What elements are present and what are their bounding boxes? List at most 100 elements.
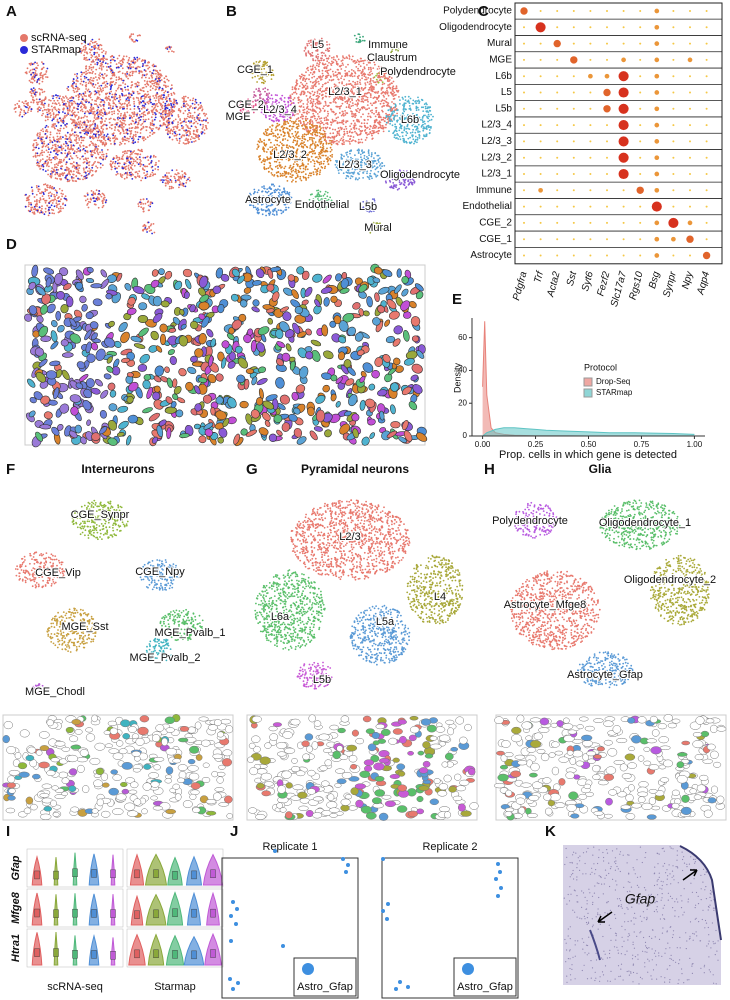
cell-point: [310, 44, 313, 47]
cell-point: [286, 120, 289, 123]
cell-point: [41, 114, 43, 117]
cell-point: [203, 129, 206, 131]
cell-point: [387, 115, 390, 118]
cell-point: [374, 81, 377, 84]
cell-point: [82, 116, 85, 119]
cell-point: [41, 109, 44, 112]
cell-point: [100, 84, 103, 87]
cell-point: [360, 93, 362, 96]
cell-point: [54, 106, 56, 109]
cell-point: [74, 102, 77, 105]
cell-point: [422, 114, 425, 117]
cell-point: [323, 67, 326, 70]
cell-point: [145, 109, 148, 112]
cell-point: [362, 35, 364, 38]
cell-point: [417, 130, 419, 132]
cell-point: [407, 99, 410, 102]
cell-point: [425, 125, 428, 128]
cell-point: [317, 115, 320, 118]
cell-point: [24, 71, 27, 74]
cell-point: [125, 98, 128, 100]
cell-point: [391, 111, 394, 113]
cell-point: [320, 59, 323, 62]
cell-point: [403, 141, 406, 143]
cell-point: [273, 144, 276, 147]
cell-point: [256, 143, 259, 146]
cell-point: [78, 123, 81, 126]
cell-point: [370, 82, 372, 85]
cell-point: [119, 114, 122, 117]
cell-point: [41, 91, 44, 94]
cell-point: [300, 75, 303, 78]
cell-point: [303, 128, 306, 131]
cell-point: [303, 92, 306, 95]
cell-point: [111, 113, 113, 116]
cell-point: [315, 81, 318, 84]
cell-point: [101, 58, 104, 61]
cell-point: [129, 104, 131, 107]
cell-point: [369, 77, 372, 80]
cell-point: [323, 193, 326, 196]
cell-point: [342, 114, 345, 117]
cell-point: [132, 66, 135, 68]
cell-point: [103, 101, 106, 104]
cell-point: [324, 190, 327, 193]
cell-point: [421, 124, 423, 127]
cell-point: [326, 71, 329, 74]
cell-point: [383, 96, 385, 98]
cell-point: [421, 117, 424, 119]
cell-point: [303, 135, 306, 138]
cell-point: [90, 66, 93, 69]
cell-point: [294, 86, 296, 89]
cell-point: [43, 106, 45, 108]
cell-point: [158, 75, 161, 78]
cell-point: [287, 100, 289, 103]
cell-point: [111, 107, 114, 110]
cell-point: [129, 108, 132, 111]
cell-point: [98, 38, 101, 41]
cell-point: [270, 78, 273, 80]
cell-point: [381, 124, 384, 127]
cell-point: [154, 88, 157, 91]
cell-point: [153, 103, 156, 105]
cell-point: [299, 100, 302, 103]
cell-point: [103, 138, 105, 141]
cell-point: [309, 71, 312, 74]
cell-point: [160, 113, 162, 115]
cell-point: [60, 98, 63, 100]
cell-point: [121, 90, 124, 92]
cell-point: [426, 107, 429, 110]
cell-point: [67, 112, 70, 114]
cell-point: [88, 109, 91, 111]
cell-point: [177, 114, 180, 116]
cell-point: [341, 143, 344, 146]
cell-point: [374, 152, 377, 154]
cell-point: [323, 90, 325, 93]
cell-point: [323, 117, 326, 120]
cell-point: [182, 142, 185, 144]
cell-point: [174, 125, 177, 128]
cell-point: [39, 74, 42, 77]
cell-point: [147, 84, 150, 86]
cell-point: [308, 78, 310, 81]
cell-point: [51, 119, 54, 122]
cell-point: [312, 42, 315, 44]
cell-point: [187, 108, 189, 110]
cell-point: [92, 112, 94, 115]
cell-point: [315, 131, 317, 134]
cell-point: [153, 65, 156, 68]
cell-point: [282, 135, 285, 138]
cell-point: [152, 69, 155, 72]
cell-point: [349, 135, 352, 138]
cell-point: [264, 90, 266, 93]
cell-point: [304, 80, 307, 83]
cell-point: [420, 118, 422, 121]
cell-point: [133, 56, 136, 59]
cell-point: [142, 126, 145, 129]
cell-point: [305, 82, 308, 85]
cell-point: [276, 165, 279, 167]
cell-point: [311, 122, 314, 124]
cell-point: [384, 77, 387, 80]
cell-point: [168, 127, 170, 130]
cell-point: [363, 94, 366, 97]
